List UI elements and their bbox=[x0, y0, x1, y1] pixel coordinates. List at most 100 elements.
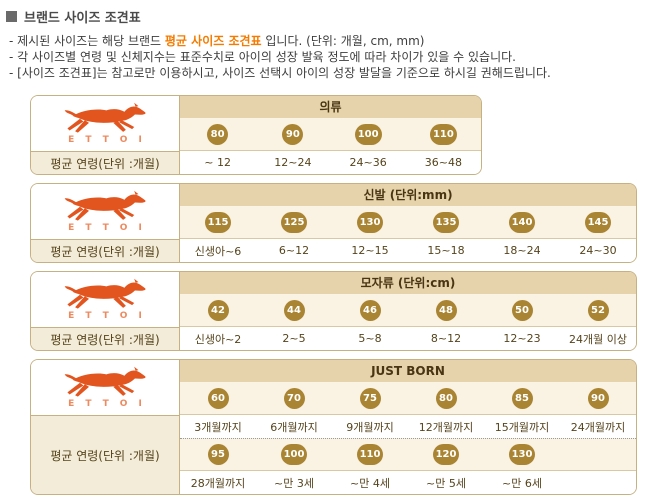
table-left-column: ETTOI 평균 연령(단위 :개월) bbox=[31, 360, 180, 494]
size-badge: 135 bbox=[432, 212, 460, 233]
brand-logo: ETTOI bbox=[31, 184, 179, 239]
table-category-header: JUST BORN bbox=[180, 360, 636, 383]
size-cell: 130 bbox=[332, 212, 408, 233]
age-cell: 36~48 bbox=[424, 156, 462, 169]
age-cell: 12~24 bbox=[274, 156, 312, 169]
size-cell: 70 bbox=[256, 388, 332, 409]
age-range-row: 3개월까지 6개월까지 9개월까지 12개월까지 15개월까지 24개월까지 bbox=[180, 414, 636, 438]
size-badge: 48 bbox=[435, 300, 457, 321]
avg-age-label: 평균 연령(단위 :개월) bbox=[31, 415, 179, 494]
size-cell: 48 bbox=[408, 300, 484, 321]
size-badge-row: 95 100 110 120 130 bbox=[180, 438, 636, 470]
table-data-column: JUST BORN 60 70 75 80 85 90 3개월까지 6개월까지 9개월까지 12개… bbox=[180, 360, 636, 494]
size-cell: 52 bbox=[560, 300, 636, 321]
size-badge: 140 bbox=[508, 212, 536, 233]
size-cell: 80 bbox=[408, 388, 484, 409]
age-range-row: 28개월까지 ~만 3세 ~만 4세 ~만 5세 ~만 6세 bbox=[180, 470, 636, 494]
page-title: 브랜드 사이즈 조견표 bbox=[5, 7, 670, 26]
age-cell: 9개월까지 bbox=[346, 420, 394, 434]
size-cell: 100 bbox=[331, 124, 406, 145]
size-badge-row: 60 70 75 80 85 90 bbox=[180, 383, 636, 414]
size-cell: 130 bbox=[484, 444, 560, 465]
size-badge: 95 bbox=[207, 444, 229, 465]
size-badge: 75 bbox=[359, 388, 381, 409]
size-badge-row: 115 125 130 135 140 145 bbox=[180, 207, 636, 238]
age-range-row: ~ 12 12~24 24~36 36~48 bbox=[180, 150, 481, 174]
age-cell: ~만 3세 bbox=[274, 476, 314, 490]
age-cell: ~만 5세 bbox=[426, 476, 466, 490]
age-range-row: 신생아~2 2~5 5~8 8~12 12~23 24개월 이상 bbox=[180, 326, 636, 350]
size-badge-row: 42 44 46 48 50 52 bbox=[180, 295, 636, 326]
size-cell: 125 bbox=[256, 212, 332, 233]
table-category-header: 의류 bbox=[180, 96, 481, 119]
size-cell: 110 bbox=[332, 444, 408, 465]
size-cell: 135 bbox=[408, 212, 484, 233]
size-cell: 42 bbox=[180, 300, 256, 321]
size-cell: 120 bbox=[408, 444, 484, 465]
size-badge: 52 bbox=[587, 300, 609, 321]
size-badge: 46 bbox=[359, 300, 381, 321]
table-category-header: 모자류 (단위:cm) bbox=[180, 272, 636, 295]
size-badge: 85 bbox=[511, 388, 533, 409]
size-cell: 50 bbox=[484, 300, 560, 321]
size-cell: 115 bbox=[180, 212, 256, 233]
age-cell: 15~18 bbox=[427, 244, 465, 257]
brand-logo: ETTOI bbox=[31, 272, 179, 327]
size-badge: 130 bbox=[508, 444, 536, 465]
age-cell: 신생아~6 bbox=[194, 244, 242, 258]
size-cell: 110 bbox=[406, 124, 481, 145]
intro-line-1-pre: - 제시된 사이즈는 해당 브랜드 bbox=[9, 34, 165, 48]
age-range-row: 신생아~6 6~12 12~15 15~18 18~24 24~30 bbox=[180, 238, 636, 262]
age-cell: 12개월까지 bbox=[418, 420, 474, 434]
brand-logo: ETTOI bbox=[31, 96, 179, 151]
size-table-hats: ETTOI 평균 연령(단위 :개월) 모자류 (단위:cm) 42 44 46 48… bbox=[30, 271, 637, 351]
intro-line-1: - 제시된 사이즈는 해당 브랜드 평균 사이즈 조견표 입니다. (단위: 개… bbox=[9, 33, 670, 49]
avg-age-label: 평균 연령(단위 :개월) bbox=[31, 151, 179, 174]
size-cell: 85 bbox=[484, 388, 560, 409]
size-badge: 115 bbox=[204, 212, 232, 233]
table-left-column: ETTOI 평균 연령(단위 :개월) bbox=[31, 96, 180, 174]
table-data-column: 모자류 (단위:cm) 42 44 46 48 50 52 신생아~2 2~5 5~8 8~12 1… bbox=[180, 272, 636, 350]
size-badge: 120 bbox=[432, 444, 460, 465]
size-cell: 90 bbox=[255, 124, 330, 145]
horse-icon bbox=[64, 366, 146, 397]
intro-line-1-highlight: 평균 사이즈 조견표 bbox=[164, 34, 262, 48]
size-badge: 80 bbox=[207, 124, 229, 145]
size-cell: 46 bbox=[332, 300, 408, 321]
size-table-just-born: ETTOI 평균 연령(단위 :개월) JUST BORN 60 70 75 80 85… bbox=[30, 359, 637, 495]
horse-icon bbox=[64, 190, 146, 221]
table-data-column: 의류 80 90 100 110 ~ 12 12~24 24~36 36~48 bbox=[180, 96, 481, 174]
size-cell: 75 bbox=[332, 388, 408, 409]
size-cell: 140 bbox=[484, 212, 560, 233]
age-cell: ~ 12 bbox=[204, 156, 231, 169]
age-cell: 6개월까지 bbox=[270, 420, 318, 434]
size-badge: 110 bbox=[429, 124, 457, 145]
size-cell: 44 bbox=[256, 300, 332, 321]
age-cell: 6~12 bbox=[278, 244, 310, 257]
age-cell: 신생아~2 bbox=[194, 332, 242, 346]
size-tables: ETTOI 평균 연령(단위 :개월) 의류 80 90 100 110 ~ 12 12~… bbox=[0, 95, 670, 495]
size-cell: 95 bbox=[180, 444, 256, 465]
age-cell: 24~36 bbox=[349, 156, 387, 169]
horse-icon bbox=[64, 278, 146, 309]
age-cell: 2~5 bbox=[282, 332, 306, 345]
size-cell: 60 bbox=[180, 388, 256, 409]
age-cell: ~만 4세 bbox=[350, 476, 390, 490]
intro-line-3: - [사이즈 조견표]는 참고로만 이용하시고, 사이즈 선택시 아이의 성장 … bbox=[9, 66, 551, 80]
size-badge: 60 bbox=[207, 388, 229, 409]
brand-name: ETTOI bbox=[68, 399, 153, 409]
age-cell: ~만 6세 bbox=[502, 476, 542, 490]
size-badge: 100 bbox=[354, 124, 382, 145]
size-badge: 110 bbox=[356, 444, 384, 465]
table-left-column: ETTOI 평균 연령(단위 :개월) bbox=[31, 184, 180, 262]
age-cell: 3개월까지 bbox=[194, 420, 242, 434]
size-badge: 125 bbox=[280, 212, 308, 233]
age-cell: 18~24 bbox=[503, 244, 541, 257]
page-title-text: 브랜드 사이즈 조견표 bbox=[24, 11, 141, 26]
table-category-header: 신발 (단위:mm) bbox=[180, 184, 636, 207]
size-badge: 90 bbox=[282, 124, 304, 145]
age-cell: 24개월 이상 bbox=[569, 332, 627, 346]
intro-line-2: - 각 사이즈별 연령 및 신체지수는 표준수치로 아이의 성장 발육 정도에 … bbox=[9, 50, 516, 64]
size-table-clothing: ETTOI 평균 연령(단위 :개월) 의류 80 90 100 110 ~ 12 12~… bbox=[30, 95, 482, 175]
size-badge: 145 bbox=[584, 212, 612, 233]
